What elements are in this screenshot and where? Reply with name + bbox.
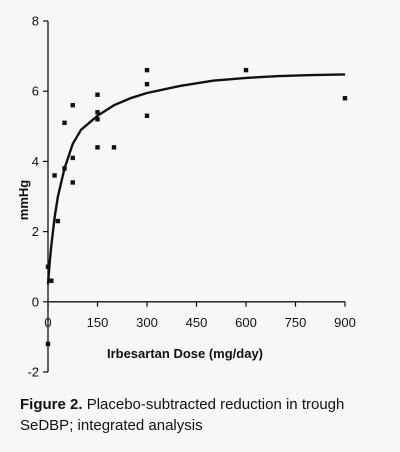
y-tick-label: 0 [32, 294, 39, 309]
data-point [342, 96, 348, 101]
x-tick-label: 750 [285, 315, 307, 330]
data-point [55, 218, 61, 224]
data-point [70, 180, 75, 185]
caption-text: Placebo-subtracted reduction in trough S… [20, 396, 345, 434]
caption-label: Figure 2. [20, 396, 83, 413]
data-point [70, 103, 75, 108]
data-point [95, 92, 100, 97]
x-axis-title: Irbesartan Dose (mg/day) [107, 346, 263, 361]
data-point [62, 166, 67, 171]
data-point [144, 67, 150, 73]
data-point [45, 341, 51, 347]
data-point [45, 264, 51, 269]
data-point [70, 155, 75, 161]
y-tick-label: -2 [27, 365, 39, 380]
data-point [243, 67, 249, 73]
fit-curve [46, 73, 346, 285]
y-tick-label: 6 [32, 84, 39, 99]
y-axis-title: mmHg [16, 180, 31, 221]
y-tick-label: 2 [32, 224, 39, 239]
figure-caption: Figure 2. Placebo-subtracted reduction i… [20, 394, 390, 436]
data-point [62, 120, 67, 125]
x-tick-label: 0 [44, 315, 51, 330]
data-point [95, 110, 100, 115]
x-tick-label: 150 [87, 315, 109, 330]
chart: 0 150 300 450 600 750 900 -2 0 2 4 6 8 Irbesartan D… [16, 14, 356, 380]
data-point [144, 113, 150, 118]
data-point [49, 278, 54, 283]
x-tick-label: 450 [186, 315, 208, 330]
x-tick-label: 600 [235, 315, 257, 330]
y-tick-labels: -2 0 2 4 6 8 [27, 14, 39, 380]
data-point [144, 81, 150, 87]
y-tick-label: 8 [32, 14, 39, 29]
fit-curve-layer [46, 73, 346, 285]
x-tick-label: 300 [136, 315, 158, 330]
data-point [111, 145, 117, 150]
data-point [52, 173, 57, 178]
data-point [95, 117, 100, 122]
y-tick-label: 4 [32, 154, 39, 169]
data-points [45, 67, 348, 347]
data-point [95, 145, 100, 150]
x-tick-label: 900 [334, 315, 356, 330]
tick-marks [43, 20, 346, 373]
x-tick-labels: 0 150 300 450 600 750 900 [44, 315, 355, 330]
